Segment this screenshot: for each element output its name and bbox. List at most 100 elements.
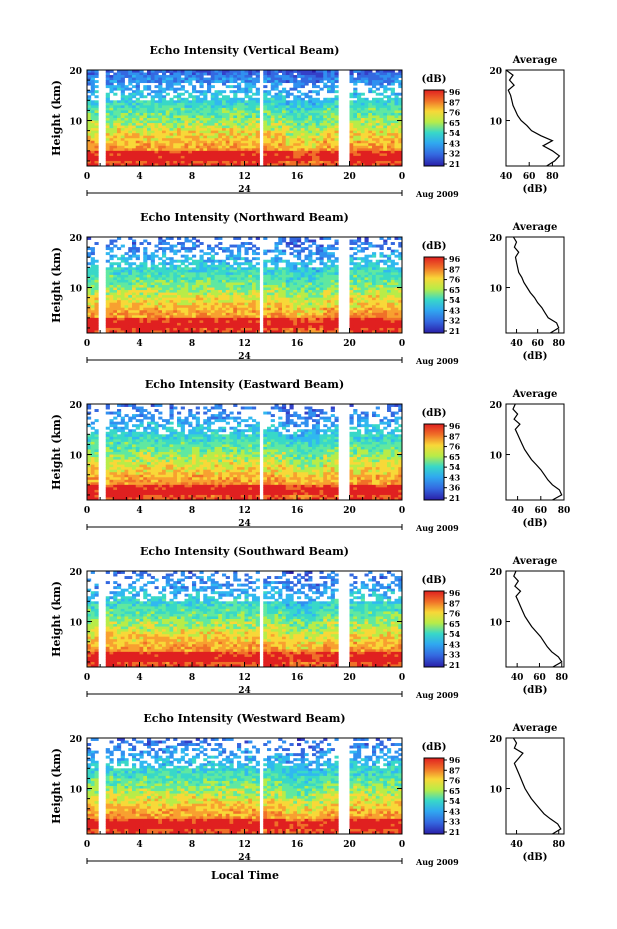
heatmap-cell: [173, 295, 178, 299]
heatmap-cell: [169, 244, 174, 248]
heatmap-cell: [255, 247, 260, 251]
heatmap-cell: [349, 300, 354, 304]
heatmap-cell: [289, 158, 294, 162]
heatmap-cell: [323, 150, 328, 154]
heatmap-cell: [143, 85, 148, 89]
heatmap-cell: [177, 282, 182, 286]
colorbar-tick-label: 21: [449, 159, 460, 169]
heatmap-cell: [323, 97, 328, 101]
heatmap-cell: [360, 264, 365, 268]
heatmap-cell: [270, 300, 275, 304]
heatmap-cell: [327, 120, 332, 124]
heatmap-cell: [357, 282, 362, 286]
heatmap-cell: [158, 155, 163, 159]
heatmap-cell: [383, 120, 388, 124]
heatmap-cell: [357, 100, 362, 104]
heatmap-cell: [267, 75, 272, 78]
heatmap-cell: [124, 123, 129, 126]
heatmap-cell: [263, 100, 268, 104]
heatmap-cell: [105, 310, 110, 314]
heatmap-cell: [169, 105, 174, 109]
heatmap-cell: [218, 269, 223, 273]
heatmap-cell: [169, 70, 174, 73]
heatmap-cell: [222, 272, 227, 276]
heatmap-cell: [87, 155, 92, 159]
heatmap-cell: [289, 133, 294, 137]
heatmap-cell: [222, 110, 227, 114]
heatmap-cell: [353, 145, 358, 149]
heatmap-cell: [364, 130, 369, 134]
heatmap-cell: [364, 120, 369, 124]
heatmap-cell: [109, 80, 114, 84]
heatmap-cell: [188, 279, 193, 283]
heatmap-cell: [282, 150, 287, 154]
heatmap-cell: [222, 282, 227, 286]
heatmap-cell: [132, 295, 137, 299]
heatmap-cell: [278, 90, 283, 94]
heatmap-cell: [94, 135, 99, 139]
heatmap-cell: [199, 287, 204, 291]
heatmap-cell: [207, 112, 212, 116]
heatmap-cell: [300, 92, 305, 96]
heatmap-cell: [177, 72, 182, 76]
heatmap-cell: [207, 317, 212, 321]
heatmap-cell: [165, 140, 170, 144]
heatmap-cell: [132, 125, 137, 129]
heatmap-cell: [357, 133, 362, 137]
heatmap-cell: [315, 85, 320, 89]
heatmap-cell: [113, 315, 118, 319]
heatmap-cell: [165, 305, 170, 309]
heatmap-cell: [105, 95, 110, 99]
heatmap-cell: [312, 274, 317, 278]
heatmap-cell: [218, 148, 223, 152]
heatmap-cell: [274, 300, 279, 304]
heatmap-cell: [304, 70, 309, 73]
heatmap-cell: [184, 135, 189, 139]
heatmap-cell: [90, 267, 95, 271]
heatmap-cell: [105, 312, 110, 316]
heatmap-cell: [390, 112, 395, 116]
heatmap-cell: [248, 242, 253, 245]
heatmap-cell: [293, 102, 298, 106]
heatmap-cell: [375, 115, 380, 119]
heatmap-cell: [263, 282, 268, 286]
heatmap-cell: [94, 279, 99, 283]
heatmap-cell: [105, 282, 110, 286]
heatmap-cell: [327, 148, 332, 152]
heatmap-cell: [124, 72, 129, 76]
heatmap-cell: [158, 87, 163, 91]
heatmap-cell: [334, 130, 339, 134]
heatmap-cell: [252, 135, 257, 139]
heatmap-cell: [109, 302, 114, 306]
heatmap-cell: [270, 72, 275, 76]
heatmap-cell: [109, 100, 114, 104]
heatmap-cell: [90, 87, 95, 91]
heatmap-cell: [87, 77, 92, 81]
heatmap-cell: [177, 320, 182, 324]
heatmap-cell: [177, 143, 182, 147]
heatmap-cell: [184, 77, 189, 81]
heatmap-cell: [353, 118, 358, 121]
heatmap-cell: [162, 107, 167, 111]
heatmap-cell: [349, 163, 354, 167]
heatmap-cell: [165, 125, 170, 129]
heatmap-cell: [90, 330, 95, 334]
heatmap-cell: [132, 118, 137, 121]
heatmap-cell: [147, 317, 152, 321]
heatmap-cell: [360, 317, 365, 321]
heatmap-cell: [109, 148, 114, 152]
heatmap-cell: [278, 274, 283, 278]
heatmap-cell: [304, 290, 309, 293]
heatmap-cell: [218, 143, 223, 147]
heatmap-cell: [94, 310, 99, 314]
heatmap-cell: [267, 105, 272, 109]
heatmap-cell: [368, 100, 373, 104]
heatmap-cell: [162, 330, 167, 334]
heatmap-cell: [267, 120, 272, 124]
heatmap-cell: [398, 150, 403, 154]
heatmap-cell: [132, 143, 137, 147]
heatmap-cell: [222, 160, 227, 164]
heatmap-cell: [375, 133, 380, 137]
heatmap-cell: [255, 302, 260, 306]
heatmap-cell: [255, 148, 260, 152]
